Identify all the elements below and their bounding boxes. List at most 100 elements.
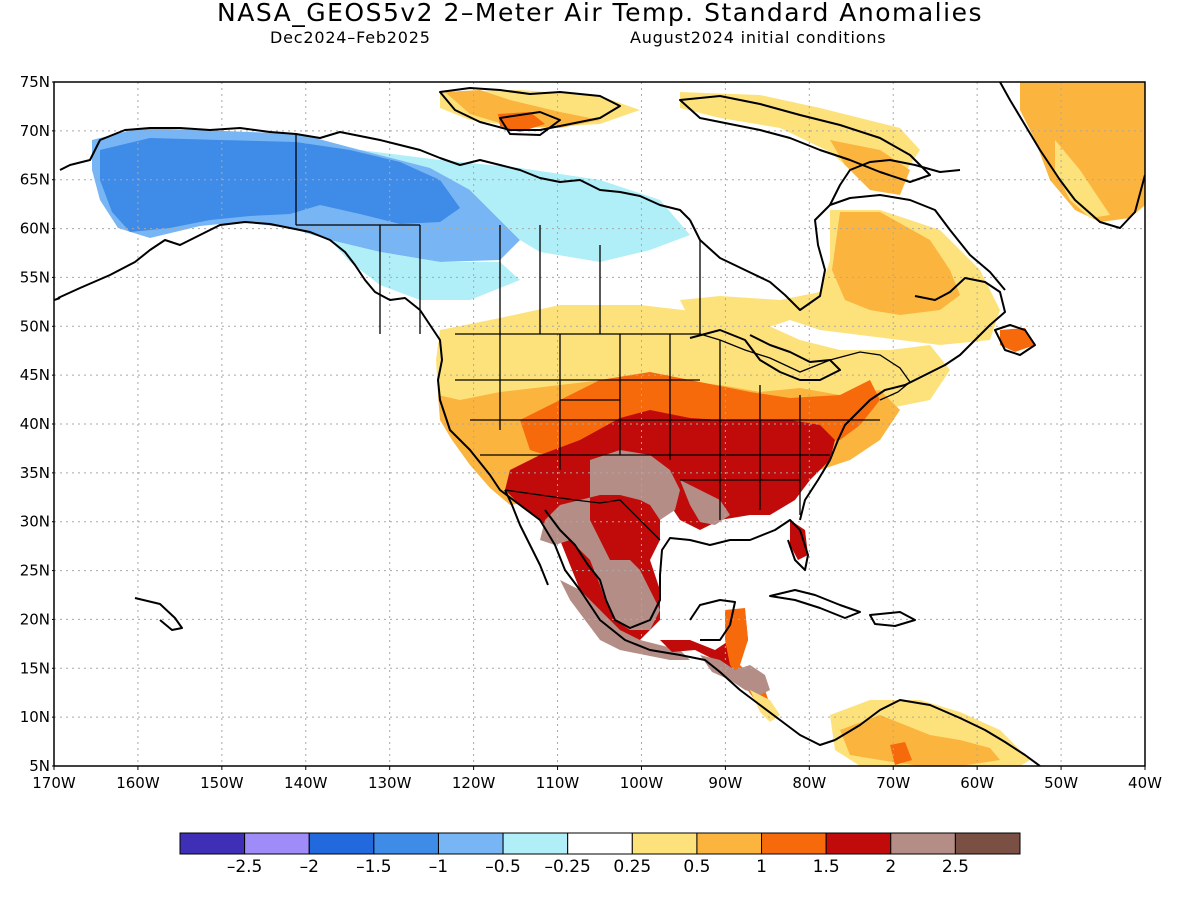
legend-label: 0.5: [683, 857, 710, 877]
coast-south-america: [834, 699, 1041, 766]
coast-great-lakes: [689, 329, 841, 381]
anomaly-greenland-yellow: [1055, 140, 1110, 218]
coast-yucatan: [689, 599, 736, 641]
lat-label: 75N: [20, 73, 50, 91]
lat-label: 55N: [20, 268, 50, 286]
lat-label: 5N: [29, 757, 50, 775]
longitude-labels: 170W 160W 150W 140W 130W 120W 110W 100W 90W 80W 70…: [32, 766, 1162, 792]
anomaly-alaska-blue: [100, 138, 460, 232]
legend-label: 0.25: [613, 857, 651, 877]
legend-label: 1: [756, 857, 767, 877]
border-us-states: [455, 334, 880, 520]
lon-label: 70W: [876, 774, 910, 792]
lon-label: 160W: [116, 774, 160, 792]
anomaly-centralam-brown: [700, 655, 770, 695]
coast-alaska: [59, 127, 691, 221]
lat-label: 70N: [20, 122, 50, 140]
anomaly-sw-brown: [540, 450, 680, 630]
legend-swatch: [631, 832, 698, 855]
border-canada-provinces: [296, 224, 701, 334]
lon-label: 50W: [1044, 774, 1078, 792]
latitude-labels: 75N 70N 65N 60N 55N 50N 45N 40N 35N 30N 25N 20N 15N 1…: [20, 73, 54, 775]
lat-label: 45N: [20, 366, 50, 384]
coast-east-us: [799, 277, 1006, 521]
anomaly-arctic-orange: [445, 90, 600, 128]
legend-label: –1: [429, 857, 448, 877]
lat-label: 10N: [20, 708, 50, 726]
lat-label: 35N: [20, 464, 50, 482]
legend-label: 1.5: [813, 857, 840, 877]
lon-label: 60W: [960, 774, 994, 792]
coast-cuba: [769, 589, 861, 619]
anomaly-florida-darkred: [790, 520, 808, 560]
legend-swatch: [179, 832, 246, 855]
legend-swatch: [373, 832, 439, 855]
legend-swatch: [761, 832, 827, 855]
coast-baja: [504, 489, 549, 586]
anomaly-venezuela-orange: [840, 715, 1000, 766]
legend-swatch: [890, 832, 956, 855]
legend-label: –0.5: [485, 857, 521, 877]
legend-label: –1.5: [356, 857, 392, 877]
legend-label: –0.25: [545, 857, 591, 877]
anomaly-northcanada-pale: [360, 150, 690, 262]
legend-swatch: [954, 832, 1021, 855]
anomaly-prairies-yellow: [436, 305, 950, 410]
coast-greenland: [999, 82, 1145, 229]
lon-label: 100W: [620, 774, 664, 792]
coastlines: [54, 82, 1145, 766]
initial-conditions: August2024 initial conditions: [630, 28, 887, 47]
lat-label: 50N: [20, 317, 50, 335]
lon-label: 80W: [792, 774, 826, 792]
political-borders: [295, 134, 911, 541]
lat-label: 60N: [20, 220, 50, 238]
legend-swatch: [437, 832, 504, 855]
lat-label: 20N: [20, 610, 50, 628]
legend-label: –2.5: [227, 857, 263, 877]
legend-swatch: [244, 832, 310, 855]
coast-gulf: [544, 509, 809, 629]
lat-label: 15N: [20, 659, 50, 677]
anomaly-newfoundland: [1000, 328, 1035, 352]
anomaly-texas-brown: [680, 480, 730, 525]
anomaly-southern-us-darkred: [505, 410, 835, 640]
coast-victoria-island: [499, 111, 561, 136]
coast-aleutians: [54, 297, 61, 302]
lon-label: 150W: [200, 774, 244, 792]
anomaly-field: [92, 82, 1145, 766]
lon-label: 170W: [32, 774, 76, 792]
lat-label: 30N: [20, 513, 50, 531]
coast-hawaii: [134, 597, 183, 631]
anomaly-centralam-orange: [725, 608, 770, 705]
lat-label: 40N: [20, 415, 50, 433]
anomaly-gulf-mexico-brown: [560, 580, 690, 660]
forecast-period: Dec2024–Feb2025: [270, 28, 431, 47]
legend-swatch: [308, 832, 375, 855]
legend-swatch: [567, 832, 633, 855]
lat-label: 25N: [20, 562, 50, 580]
anomaly-centralam-red: [660, 610, 748, 670]
anomaly-venezuela-red: [890, 742, 912, 765]
map-title: NASA_GEOS5v2 2–Meter Air Temp. Standard …: [217, 0, 983, 27]
border-us-mexico: [504, 489, 661, 541]
coast-hispaniola: [869, 611, 916, 627]
legend-swatch: [502, 832, 569, 855]
legend-label: –2: [300, 857, 319, 877]
coast-newfoundland: [994, 324, 1036, 356]
legend-swatch: [696, 832, 763, 855]
coast-hudson-bay: [689, 194, 1006, 311]
anomaly-quebec-orange: [832, 212, 960, 315]
coast-baffin: [679, 95, 931, 183]
lon-label: 40W: [1128, 774, 1162, 792]
coast-alaska-south: [57, 221, 836, 746]
anomaly-bc-pale: [330, 240, 520, 300]
legend-swatch: [825, 832, 892, 855]
border-us-canada: [455, 333, 911, 401]
legend-label: 2: [885, 857, 896, 877]
legend-label: 2.5: [942, 857, 969, 877]
lon-label: 130W: [368, 774, 412, 792]
lat-label: 65N: [20, 171, 50, 189]
lon-label: 90W: [708, 774, 742, 792]
coast-quebec: [829, 159, 961, 206]
